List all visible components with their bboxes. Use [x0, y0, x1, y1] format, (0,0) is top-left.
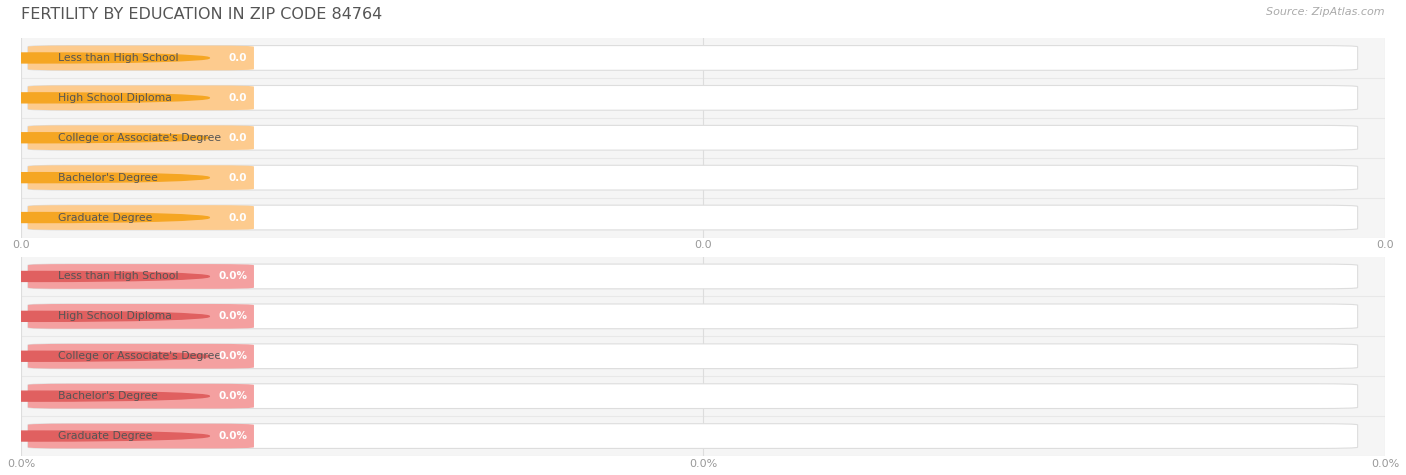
Circle shape [0, 93, 209, 103]
Text: High School Diploma: High School Diploma [58, 311, 172, 322]
FancyBboxPatch shape [28, 424, 1358, 448]
FancyBboxPatch shape [28, 86, 1358, 110]
FancyBboxPatch shape [28, 264, 254, 289]
Bar [21, 416, 1385, 456]
Text: College or Associate's Degree: College or Associate's Degree [58, 133, 221, 143]
Text: Bachelor's Degree: Bachelor's Degree [58, 172, 157, 183]
FancyBboxPatch shape [28, 46, 254, 70]
Text: 0.0%: 0.0% [218, 431, 247, 441]
FancyBboxPatch shape [28, 125, 254, 150]
FancyBboxPatch shape [28, 344, 1358, 369]
FancyBboxPatch shape [28, 205, 254, 230]
Circle shape [0, 213, 209, 222]
Circle shape [0, 312, 209, 321]
Text: Less than High School: Less than High School [58, 53, 179, 63]
Text: 0.0: 0.0 [229, 133, 247, 143]
Text: 0.0: 0.0 [229, 212, 247, 223]
FancyBboxPatch shape [28, 424, 254, 448]
Text: High School Diploma: High School Diploma [58, 93, 172, 103]
Bar [21, 256, 1385, 296]
Text: Less than High School: Less than High School [58, 271, 179, 282]
Circle shape [0, 391, 209, 401]
Circle shape [0, 431, 209, 441]
FancyBboxPatch shape [28, 304, 1358, 329]
Circle shape [0, 173, 209, 182]
Bar [21, 158, 1385, 198]
Circle shape [0, 272, 209, 281]
Bar [21, 336, 1385, 376]
Bar [21, 198, 1385, 238]
FancyBboxPatch shape [28, 344, 254, 369]
Text: Graduate Degree: Graduate Degree [58, 431, 152, 441]
Text: College or Associate's Degree: College or Associate's Degree [58, 351, 221, 361]
Circle shape [0, 133, 209, 142]
Text: Graduate Degree: Graduate Degree [58, 212, 152, 223]
Text: Source: ZipAtlas.com: Source: ZipAtlas.com [1267, 7, 1385, 17]
Text: 0.0%: 0.0% [218, 391, 247, 401]
Bar [21, 376, 1385, 416]
Text: 0.0%: 0.0% [218, 311, 247, 322]
FancyBboxPatch shape [28, 304, 254, 329]
Bar [21, 296, 1385, 336]
FancyBboxPatch shape [28, 384, 254, 408]
FancyBboxPatch shape [28, 384, 1358, 408]
FancyBboxPatch shape [28, 86, 254, 110]
Text: 0.0: 0.0 [229, 172, 247, 183]
FancyBboxPatch shape [28, 165, 254, 190]
FancyBboxPatch shape [28, 205, 1358, 230]
Text: 0.0%: 0.0% [218, 271, 247, 282]
Circle shape [0, 53, 209, 63]
Text: Bachelor's Degree: Bachelor's Degree [58, 391, 157, 401]
Text: 0.0%: 0.0% [218, 351, 247, 361]
Text: FERTILITY BY EDUCATION IN ZIP CODE 84764: FERTILITY BY EDUCATION IN ZIP CODE 84764 [21, 7, 382, 22]
Text: 0.0: 0.0 [229, 53, 247, 63]
Circle shape [0, 352, 209, 361]
FancyBboxPatch shape [28, 125, 1358, 150]
FancyBboxPatch shape [28, 46, 1358, 70]
FancyBboxPatch shape [28, 264, 1358, 289]
Bar [21, 78, 1385, 118]
Bar [21, 38, 1385, 78]
FancyBboxPatch shape [28, 165, 1358, 190]
Text: 0.0: 0.0 [229, 93, 247, 103]
Bar [21, 118, 1385, 158]
